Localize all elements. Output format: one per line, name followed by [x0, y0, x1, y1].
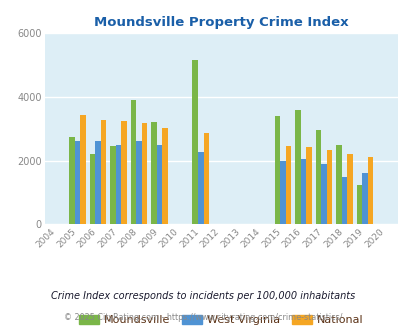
Bar: [300, 159, 305, 224]
Bar: [320, 164, 326, 224]
Bar: [162, 128, 168, 224]
Bar: [130, 100, 136, 224]
Bar: [341, 177, 346, 224]
Title: Moundsville Property Crime Index: Moundsville Property Crime Index: [94, 16, 348, 29]
Bar: [203, 133, 209, 224]
Bar: [274, 116, 279, 224]
Bar: [198, 152, 203, 224]
Legend: Moundsville, West Virginia, National: Moundsville, West Virginia, National: [74, 310, 367, 330]
Bar: [305, 147, 311, 224]
Text: © 2025 CityRating.com - https://www.cityrating.com/crime-statistics/: © 2025 CityRating.com - https://www.city…: [64, 313, 341, 322]
Bar: [142, 123, 147, 224]
Bar: [151, 122, 156, 224]
Bar: [335, 145, 341, 224]
Bar: [69, 137, 75, 224]
Text: Crime Index corresponds to incidents per 100,000 inhabitants: Crime Index corresponds to incidents per…: [51, 291, 354, 301]
Bar: [346, 154, 352, 224]
Bar: [356, 184, 361, 224]
Bar: [326, 150, 331, 224]
Bar: [285, 146, 290, 224]
Bar: [192, 60, 198, 224]
Bar: [115, 145, 121, 224]
Bar: [90, 154, 95, 224]
Bar: [121, 121, 127, 224]
Bar: [80, 115, 85, 224]
Bar: [136, 142, 142, 224]
Bar: [100, 120, 106, 224]
Bar: [156, 145, 162, 224]
Bar: [95, 142, 100, 224]
Bar: [367, 157, 373, 224]
Bar: [75, 142, 80, 224]
Bar: [279, 161, 285, 224]
Bar: [315, 130, 320, 224]
Bar: [110, 146, 115, 224]
Bar: [294, 110, 300, 224]
Bar: [361, 173, 367, 224]
